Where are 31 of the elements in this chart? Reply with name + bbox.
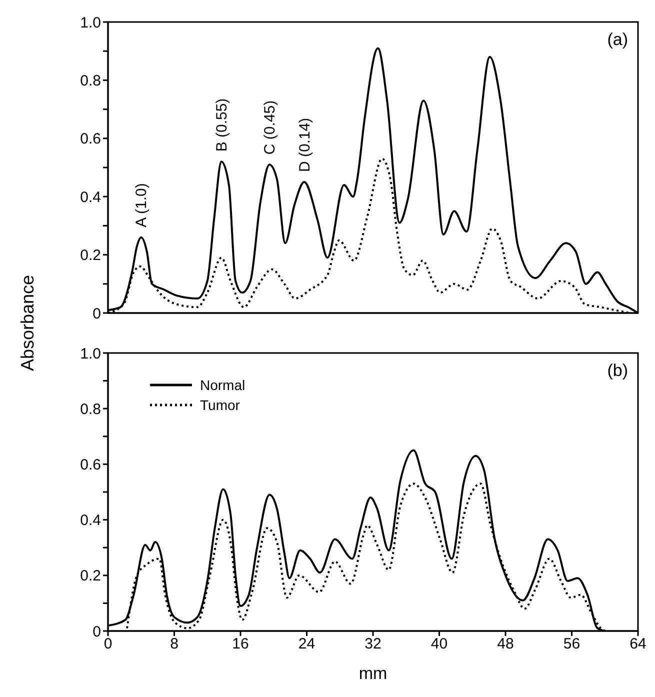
annotation: A (1.0) <box>133 183 150 228</box>
y-tick-label: 1.0 <box>80 345 101 362</box>
y-tick-label: 0.8 <box>80 400 101 418</box>
x-tick-label: 48 <box>497 636 514 653</box>
y-tick-label: 1.0 <box>80 14 101 32</box>
y-tick-label: 0.6 <box>80 130 101 148</box>
legend-label: Normal <box>200 377 246 393</box>
y-tick-label: 0.4 <box>80 512 101 530</box>
y-tick-label: 0.4 <box>80 188 101 206</box>
y-tick-label: 0.8 <box>80 72 101 90</box>
annotation: (b) <box>607 361 628 381</box>
x-tick-label: 24 <box>298 636 316 653</box>
x-tick-label: 40 <box>430 636 448 653</box>
x-axis-title: mm <box>358 664 388 683</box>
x-tick-label: 0 <box>104 636 112 653</box>
y-tick-label: 0 <box>92 623 101 640</box>
y-tick-label: 0.2 <box>80 247 101 264</box>
x-tick-label: 56 <box>563 636 580 653</box>
annotation: D (0.14) <box>296 118 314 172</box>
legend-label: Tumor <box>200 397 240 413</box>
y-axis-title: Absorbance <box>18 274 38 372</box>
x-tick-label: 16 <box>232 636 249 653</box>
annotation: B (0.55) <box>213 98 230 152</box>
y-tick-label: 0 <box>92 305 101 322</box>
y-tick-label: 0.6 <box>80 456 101 474</box>
x-tick-label: 8 <box>170 636 178 653</box>
x-tick-label: 64 <box>630 636 646 653</box>
annotation: C (0.45) <box>261 100 278 155</box>
x-tick-label: 32 <box>364 636 382 653</box>
y-tick-label: 0.2 <box>80 568 101 585</box>
annotation: (a) <box>607 30 628 50</box>
